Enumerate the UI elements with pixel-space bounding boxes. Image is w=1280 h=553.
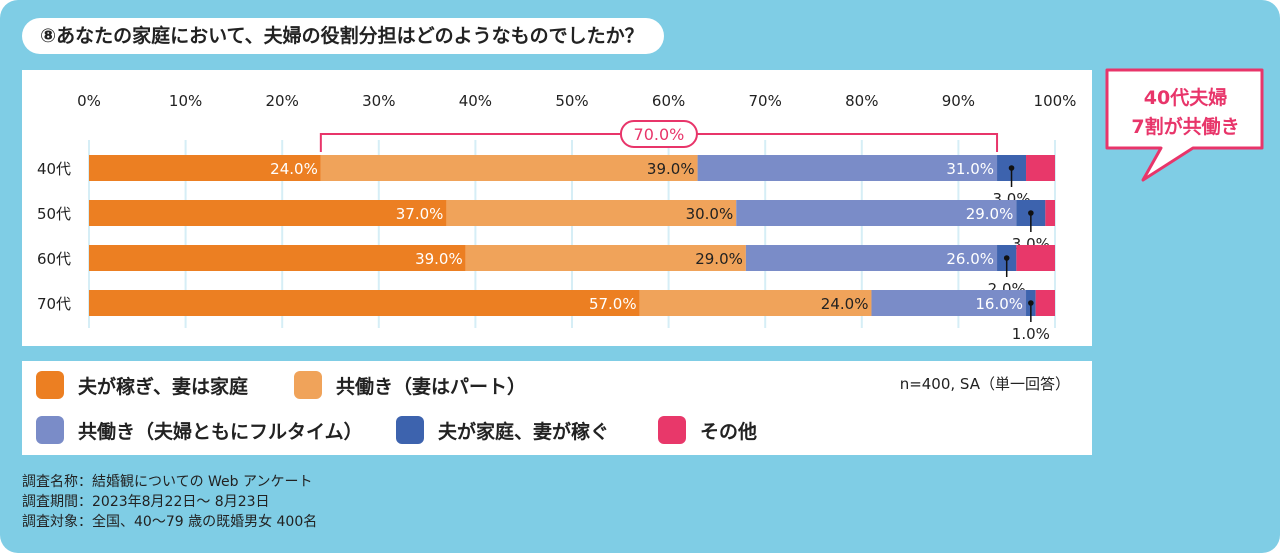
legend-label: 夫が稼ぎ、妻は家庭: [78, 375, 249, 398]
bar-segment: [89, 290, 640, 316]
bar-segment: [871, 290, 1027, 316]
survey-name: 調査名称：結婚観についての Web アンケート: [22, 474, 313, 490]
bracket-label: 70.0%: [634, 125, 685, 144]
data-label: 26.0%: [946, 250, 994, 268]
data-label: 29.0%: [695, 250, 743, 268]
bar-segment: [1035, 290, 1055, 316]
data-label: 57.0%: [589, 295, 637, 313]
legend-item-dual-parttime: 共働き（妻はパート）: [294, 371, 526, 399]
bar-segment: [1026, 155, 1055, 181]
x-tick-label: 0%: [77, 92, 101, 110]
legend-swatch: [396, 416, 424, 444]
x-tick-label: 40%: [459, 92, 492, 110]
bar-segment: [465, 245, 746, 271]
callout-line2: 7割が共働き: [1131, 116, 1240, 138]
legend-label: 夫が家庭、妻が稼ぐ: [438, 420, 610, 443]
legend-swatch: [658, 416, 686, 444]
bar-segment: [89, 155, 321, 181]
data-label: 24.0%: [270, 160, 318, 178]
data-label: 30.0%: [686, 205, 734, 223]
category-label: 60代: [37, 250, 71, 268]
bar-segment: [320, 155, 698, 181]
callout-line1: 40代夫婦: [1143, 87, 1228, 109]
legend-item-husband-earns: 夫が稼ぎ、妻は家庭: [36, 371, 248, 399]
data-label: 39.0%: [647, 160, 695, 178]
bar-segment: [736, 200, 1017, 226]
data-label: 24.0%: [821, 295, 869, 313]
leader-dot: [1008, 165, 1015, 171]
legend-label: 共働き（夫婦ともにフルタイム）: [78, 420, 363, 443]
question-title: ⑧あなたの家庭において、夫婦の役割分担はどのようなものでしたか？: [22, 18, 664, 54]
survey-target: 調査対象：全国、40～79 歳の既婚男女 400名: [22, 514, 318, 530]
bar-segment: [745, 245, 998, 271]
x-tick-label: 80%: [845, 92, 878, 110]
x-tick-label: 50%: [555, 92, 588, 110]
chart-panel: 0% 10% 20% 30% 40% 50% 60% 70% 80% 90% 100% 40代 24.0…: [22, 70, 1092, 346]
legend: 夫が稼ぎ、妻は家庭 共働き（妻はパート） 共働き（夫婦ともにフルタイム） 夫が家…: [22, 361, 1092, 455]
bar-segment: [446, 200, 737, 226]
bracket-label-pill: [619, 120, 698, 148]
callout-text: 40代夫婦 7割が共働き: [1103, 84, 1268, 142]
callout-bubble: [1105, 68, 1264, 182]
legend-swatch: [36, 371, 64, 399]
data-label: 37.0%: [396, 205, 444, 223]
x-tick-label: 10%: [169, 92, 202, 110]
data-label: 39.0%: [415, 250, 463, 268]
category-label: 40代: [37, 160, 71, 178]
x-tick-label: 100%: [1034, 92, 1077, 110]
leader-dot: [1003, 255, 1010, 261]
x-tick-label: 70%: [749, 92, 782, 110]
bar-segment: [639, 290, 872, 316]
sample-note: n=400, SA（単一回答）: [899, 375, 1070, 393]
legend-item-dual-fulltime: 共働き（夫婦ともにフルタイム）: [36, 416, 363, 444]
legend-swatch: [36, 416, 64, 444]
x-tick-label: 90%: [942, 92, 975, 110]
bar-segment: [89, 200, 447, 226]
data-label: 29.0%: [966, 205, 1014, 223]
data-label: 31.0%: [946, 160, 994, 178]
survey-period: 調査期間：2023年8月22日～ 8月23日: [22, 494, 270, 510]
x-tick-label: 60%: [652, 92, 685, 110]
bar-segment: [1016, 245, 1055, 271]
legend-item-wife-earns: 夫が家庭、妻が稼ぐ: [396, 416, 609, 444]
category-label: 50代: [37, 205, 71, 223]
leader-dot: [1028, 300, 1034, 306]
bar-segment: [697, 155, 998, 181]
legend-label: 共働き（妻はパート）: [336, 375, 527, 398]
x-tick-label: 30%: [362, 92, 395, 110]
data-label: 1.0%: [1012, 325, 1050, 343]
category-label: 70代: [37, 295, 71, 313]
bar-segment: [1045, 200, 1055, 226]
data-label: 16.0%: [975, 295, 1023, 313]
legend-swatch: [294, 371, 322, 399]
x-tick-label: 20%: [266, 92, 299, 110]
legend-label: その他: [700, 420, 758, 443]
bar-segment: [89, 245, 466, 271]
leader-dot: [1028, 210, 1034, 216]
legend-item-other: その他: [658, 416, 757, 444]
stacked-bar-chart: 0% 10% 20% 30% 40% 50% 60% 70% 80% 90% 100% 40代 24.0…: [37, 92, 1077, 343]
survey-info: 調査名称：結婚観についての Web アンケート 調査期間：2023年8月22日～…: [22, 472, 317, 532]
